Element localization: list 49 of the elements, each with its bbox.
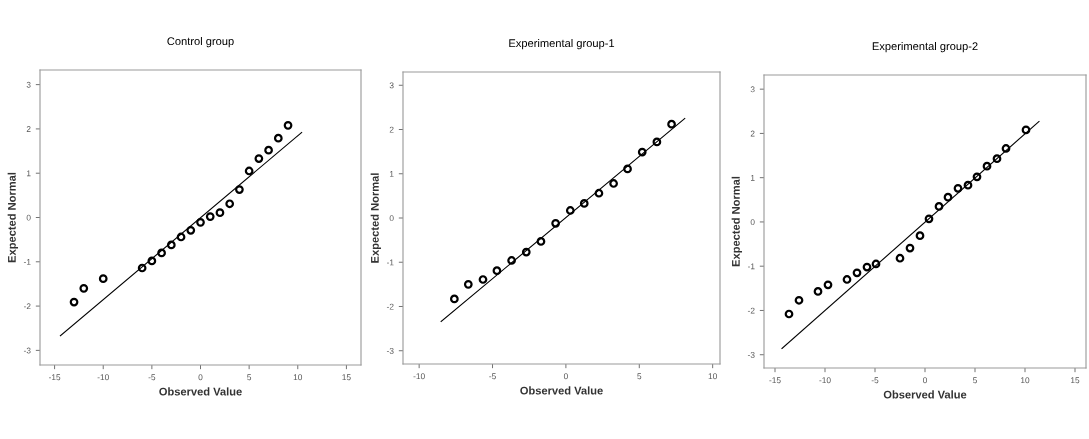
x-tick-label: -10 <box>819 377 831 384</box>
x-tick-label: -10 <box>97 374 109 381</box>
x-axis-title: Observed Value <box>159 387 242 396</box>
x-tick-label: 5 <box>637 373 642 380</box>
y-axis-title: Expected Normal <box>731 176 743 267</box>
y-tick-label: -1 <box>23 259 31 265</box>
y-tick-label: -2 <box>747 307 755 314</box>
chart-title: Experimental group-2 <box>872 41 978 53</box>
x-tick-label: 5 <box>247 374 252 381</box>
x-axis-title: Observed Value <box>883 390 967 399</box>
y-tick-label: -3 <box>386 347 394 354</box>
y-tick-label: -2 <box>386 303 394 310</box>
x-tick-label: 10 <box>708 373 717 380</box>
y-tick-label: -2 <box>23 303 31 310</box>
x-tick-label: -10 <box>413 373 425 380</box>
y-tick-label: 3 <box>389 82 394 89</box>
y-tick-label: -1 <box>747 263 755 270</box>
y-tick-label: -3 <box>23 347 31 354</box>
x-tick-label: -5 <box>148 374 156 381</box>
y-tick-label: 1 <box>26 170 31 177</box>
y-tick-label: 3 <box>26 81 31 88</box>
x-tick-label: -5 <box>871 377 879 384</box>
y-axis-title: Expected Normal <box>370 173 382 263</box>
y-tick-label: -3 <box>747 351 755 358</box>
y-tick-label: 2 <box>26 126 31 132</box>
y-tick-label: 2 <box>389 126 394 133</box>
x-tick-label: -15 <box>769 377 781 384</box>
y-tick-label: 3 <box>750 86 755 93</box>
chart-title: Control group <box>167 36 234 48</box>
chart-title: Experimental group-1 <box>509 38 615 50</box>
x-tick-label: 15 <box>342 374 351 381</box>
y-tick-label: 0 <box>26 214 31 221</box>
y-tick-label: -1 <box>386 259 394 266</box>
x-axis-title: Observed Value <box>520 386 603 395</box>
x-tick-label: 0 <box>198 374 203 381</box>
y-tick-label: 1 <box>750 174 755 181</box>
x-tick-label: 10 <box>293 374 303 381</box>
x-tick-label: 0 <box>563 373 568 380</box>
x-tick-label: -5 <box>489 373 496 380</box>
y-tick-label: 0 <box>750 219 755 226</box>
y-tick-label: 0 <box>389 215 394 222</box>
x-tick-label: 10 <box>1021 377 1030 384</box>
y-axis-title: Expected Normal <box>7 172 19 263</box>
y-tick-label: 1 <box>389 171 394 177</box>
x-tick-label: 15 <box>1071 377 1080 384</box>
y-tick-label: 2 <box>750 130 755 137</box>
x-tick-label: -15 <box>48 374 61 381</box>
x-tick-label: 0 <box>923 377 927 384</box>
x-tick-label: 5 <box>973 377 977 384</box>
